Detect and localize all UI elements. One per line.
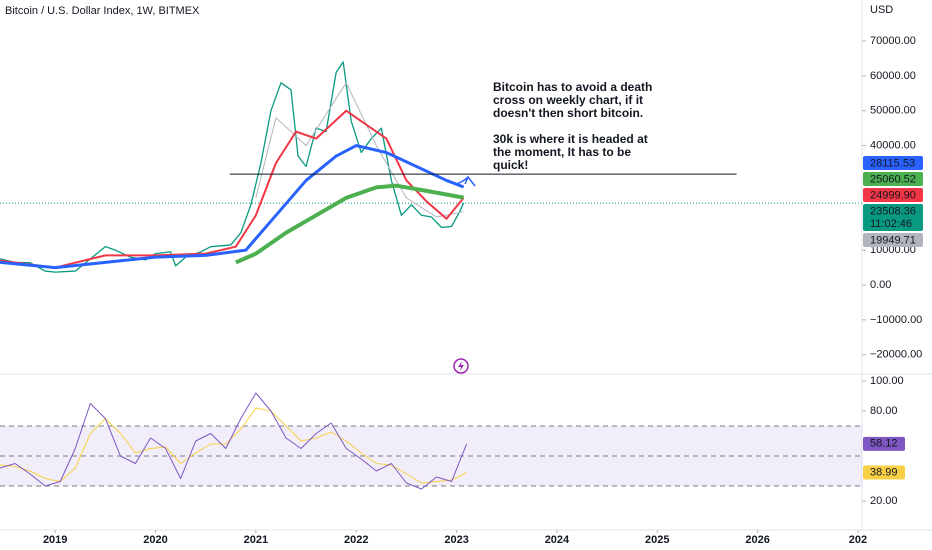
price-label-box	[863, 156, 923, 170]
rsi-value-box	[863, 436, 905, 451]
y-tick-label: 50000.00	[870, 105, 916, 117]
price-label-box	[863, 188, 923, 202]
series-line	[235, 183, 464, 265]
price-label-box	[863, 233, 923, 247]
price-label: 25060.52	[870, 173, 916, 185]
annotation-text: the moment, It has to be	[493, 145, 631, 159]
annotation-text: Bitcoin has to avoid a death	[493, 80, 652, 94]
rsi-tick-label: 100.00	[870, 375, 904, 387]
annotation-text: cross on weekly chart, if it	[493, 93, 643, 107]
x-tick-label: 2023	[444, 534, 468, 546]
x-tick-label: 2024	[545, 534, 570, 546]
arrow-drawing	[455, 175, 476, 187]
series-line	[0, 392, 468, 490]
rsi-band	[0, 426, 862, 487]
x-tick-label: 2021	[244, 534, 268, 546]
y-tick-label: 60000.00	[870, 70, 916, 82]
rsi-value-label: 38.99	[870, 466, 898, 478]
annotation-text: doesn't then short bitcoin.	[493, 106, 643, 120]
annotation-text: 30k is where it is headed at	[493, 132, 648, 146]
countdown-label: 11:02:46	[870, 218, 912, 230]
annotation-text: quick!	[493, 158, 528, 172]
icon-ring	[453, 358, 469, 374]
price-label: 23508.36	[870, 205, 916, 217]
rsi-value-box	[863, 465, 905, 480]
price-label-box	[863, 204, 923, 231]
icon-bolt	[458, 361, 464, 371]
series-line	[0, 144, 465, 270]
y-tick-label: 40000.00	[870, 139, 916, 151]
series-line	[0, 61, 465, 273]
replay-icon[interactable]	[453, 358, 469, 374]
y-tick-label: 70000.00	[870, 35, 916, 47]
x-tick-label: 2025	[645, 534, 669, 546]
chart-title: Bitcoin / U.S. Dollar Index, 1W, BITMEX	[5, 5, 200, 17]
x-tick-label: 2019	[43, 534, 67, 546]
y-tick-label: −10000.00	[870, 314, 922, 326]
x-tick-label: 2022	[344, 534, 368, 546]
y-axis-label: USD	[870, 4, 893, 16]
x-tick-label: 2020	[143, 534, 167, 546]
rsi-tick-label: 20.00	[870, 495, 898, 507]
series-line	[255, 82, 464, 218]
price-label-box	[863, 172, 923, 186]
y-tick-label: 10000.00	[870, 244, 916, 256]
rsi-tick-label: 80.00	[870, 405, 898, 417]
rsi-value-label: 58.12	[870, 438, 898, 450]
price-label: 19949.71	[870, 234, 916, 246]
y-tick-label: −20000.00	[870, 349, 922, 361]
y-tick-label: 0.00	[870, 279, 891, 291]
price-label: 28115.53	[870, 157, 915, 169]
price-label: 24999.90	[870, 189, 916, 201]
x-tick-label: 202	[849, 534, 867, 546]
x-tick-label: 2026	[745, 534, 769, 546]
